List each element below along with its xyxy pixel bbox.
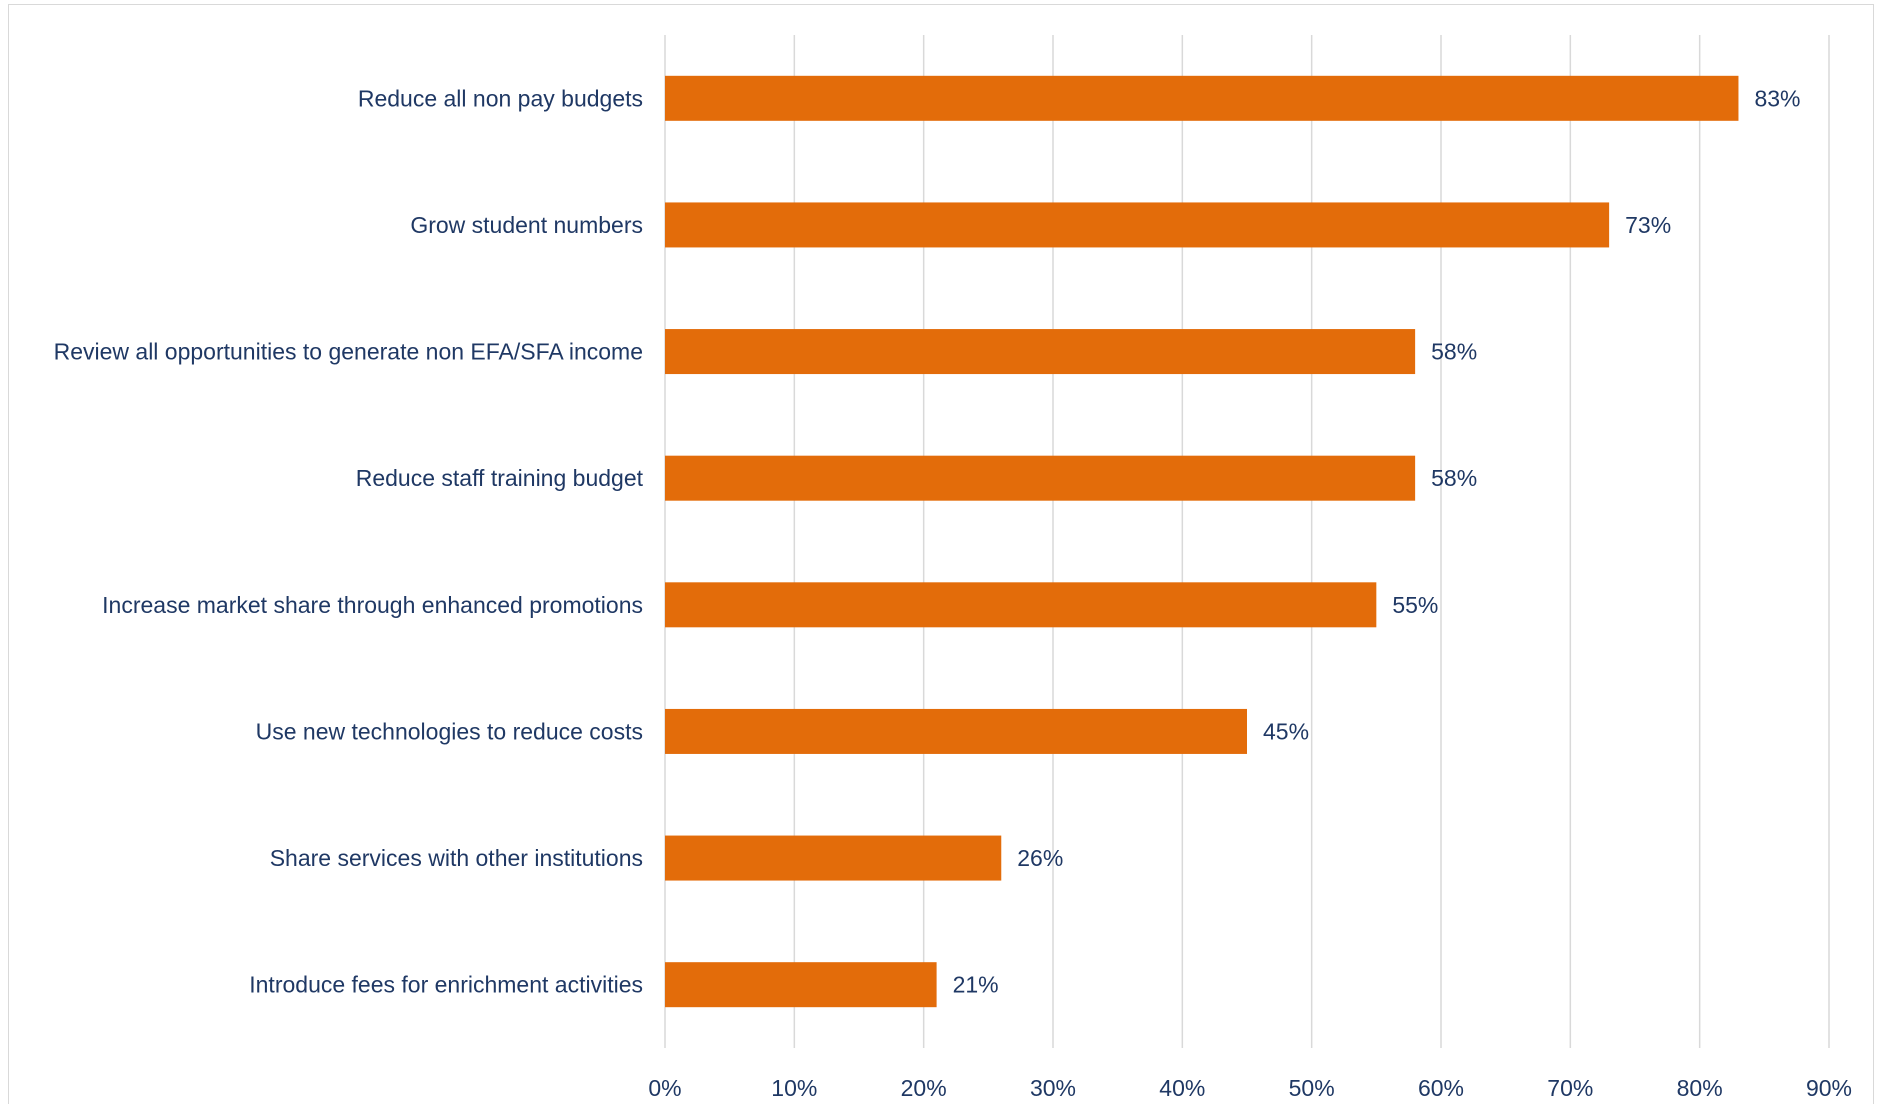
x-tick-label: 10% xyxy=(771,1075,817,1101)
category-label: Use new technologies to reduce costs xyxy=(256,718,643,744)
category-label: Review all opportunities to generate non… xyxy=(54,339,643,365)
x-tick-label: 90% xyxy=(1806,1075,1852,1101)
x-tick-label: 80% xyxy=(1677,1075,1723,1101)
x-tick-label: 30% xyxy=(1030,1075,1076,1101)
value-label: 21% xyxy=(953,972,999,998)
x-tick-label: 40% xyxy=(1159,1075,1205,1101)
x-tick-label: 50% xyxy=(1289,1075,1335,1101)
category-label: Share services with other institutions xyxy=(270,845,643,871)
category-label: Reduce all non pay budgets xyxy=(358,85,643,111)
bar xyxy=(665,329,1416,375)
labels: 0% 10% 20% 30% 40% 50% 60% 70% 80% 90% Reduce all … xyxy=(54,85,1852,1101)
gridlines xyxy=(664,35,1830,1048)
x-tick-label: 20% xyxy=(901,1075,947,1101)
bar xyxy=(665,75,1739,121)
value-label: 55% xyxy=(1392,592,1438,618)
bar xyxy=(665,455,1416,501)
bars xyxy=(665,75,1739,1008)
category-label: Increase market share through enhanced p… xyxy=(102,592,643,618)
category-label: Reduce staff training budget xyxy=(356,465,644,491)
value-label: 58% xyxy=(1431,339,1477,365)
x-tick-label: 70% xyxy=(1547,1075,1593,1101)
bar xyxy=(665,962,937,1008)
value-label: 83% xyxy=(1754,85,1800,111)
chart-frame xyxy=(8,4,1874,1104)
category-label: Grow student numbers xyxy=(410,212,643,238)
category-label: Introduce fees for enrichment activities xyxy=(249,972,643,998)
x-tick-label: 0% xyxy=(648,1075,681,1101)
bar xyxy=(665,582,1377,628)
bar xyxy=(665,708,1247,754)
bar xyxy=(665,202,1610,248)
value-label: 45% xyxy=(1263,718,1309,744)
value-label: 26% xyxy=(1017,845,1063,871)
x-tick-label: 60% xyxy=(1418,1075,1464,1101)
bar xyxy=(665,835,1002,881)
value-label: 73% xyxy=(1625,212,1671,238)
value-label: 58% xyxy=(1431,465,1477,491)
